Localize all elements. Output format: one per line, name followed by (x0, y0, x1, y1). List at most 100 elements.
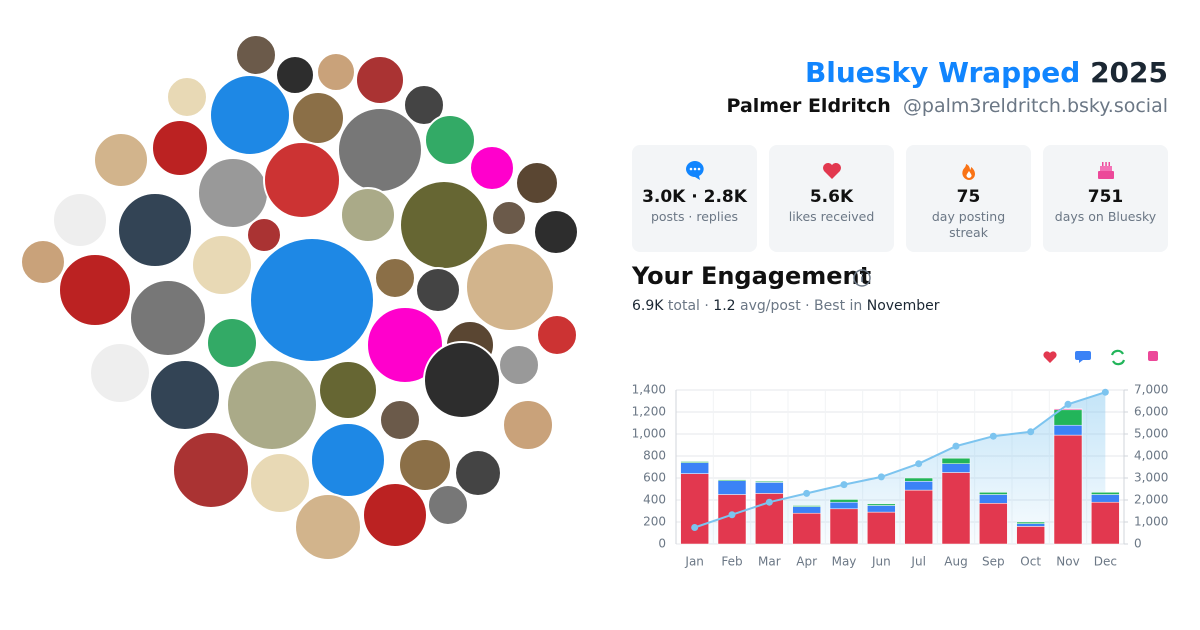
avatar[interactable] (403, 84, 445, 126)
bar-segment (792, 505, 821, 507)
avatar[interactable] (415, 267, 461, 313)
avatar[interactable] (533, 209, 579, 255)
legend-quotes[interactable] (1148, 351, 1158, 361)
y-tick-label: 0 (658, 537, 666, 551)
avatar[interactable] (515, 161, 559, 205)
bar-segment (979, 503, 1008, 545)
avatar[interactable] (93, 132, 149, 188)
avatar[interactable] (498, 344, 540, 386)
y2-tick-label: 3,000 (1134, 471, 1168, 485)
bar-segment (680, 461, 709, 463)
avatar[interactable] (58, 253, 132, 327)
avatar[interactable] (129, 279, 207, 357)
y-tick-label: 800 (643, 449, 666, 463)
bar-segment (717, 494, 747, 545)
avatar[interactable] (249, 237, 375, 363)
avatar[interactable] (20, 239, 66, 285)
legend-replies[interactable] (1075, 351, 1091, 363)
avatar[interactable] (398, 438, 452, 492)
cumulative-point (989, 432, 997, 440)
avatar[interactable] (235, 34, 277, 76)
avatar[interactable] (151, 119, 209, 177)
bar-segment (941, 463, 971, 473)
avatar[interactable] (337, 107, 423, 193)
user: Palmer Eldritch @palm3reldritch.bsky.soc… (727, 95, 1168, 117)
info-icon[interactable] (852, 268, 872, 288)
avatar[interactable] (291, 91, 345, 145)
y2-tick-label: 0 (1134, 537, 1142, 551)
display-name: Palmer Eldritch (726, 95, 891, 117)
avatar[interactable] (149, 359, 221, 431)
handle: @palm3reldritch.bsky.social (902, 95, 1168, 117)
y-tick-label: 400 (643, 493, 666, 507)
cumulative-line (694, 391, 1106, 529)
bar-segment (904, 489, 933, 545)
avatar[interactable] (246, 217, 282, 253)
avatar[interactable] (362, 482, 428, 548)
avatar[interactable] (226, 359, 318, 451)
bar-segment (755, 482, 784, 494)
y-tick-label: 1,000 (632, 427, 666, 441)
avatar[interactable] (89, 342, 151, 404)
avatar-cluster (20, 34, 579, 561)
avatar[interactable] (366, 306, 444, 384)
stat-value: 3.0K · 2.8K (642, 187, 747, 207)
bar-segment (904, 477, 933, 482)
x-tick-label: Mar (758, 555, 781, 569)
avatar[interactable] (318, 360, 378, 420)
summary-avg: 1.2 (713, 298, 736, 314)
avatar[interactable] (275, 55, 315, 95)
bar-segment (867, 511, 896, 545)
avatar[interactable] (310, 422, 386, 498)
cumulative-point (1027, 428, 1035, 436)
section-title: Your Engagement (632, 262, 872, 290)
avatar[interactable] (209, 74, 291, 156)
avatar[interactable] (197, 157, 269, 229)
cumulative-point (765, 498, 773, 506)
bar-segment (1091, 494, 1120, 503)
y-tick-label: 600 (643, 471, 666, 485)
stat-value: 75 (956, 187, 981, 207)
avatar[interactable] (166, 76, 208, 118)
legend-likes[interactable] (1043, 351, 1057, 363)
x-tick-label: Aug (944, 555, 967, 569)
cumulative-point (952, 442, 960, 450)
bar-segment (941, 457, 971, 464)
avatar[interactable] (52, 192, 108, 248)
avatar[interactable] (454, 449, 502, 497)
x-tick-label: Oct (1020, 555, 1041, 569)
avatar[interactable] (355, 55, 405, 105)
avatar[interactable] (491, 200, 527, 236)
bar-segment (680, 462, 709, 474)
avatar[interactable] (249, 452, 311, 514)
bar-segment (717, 480, 747, 495)
avatar[interactable] (340, 187, 396, 243)
avatar[interactable] (316, 52, 356, 92)
stat-label: posts · replies (650, 209, 739, 224)
avatar[interactable] (172, 431, 250, 509)
avatar[interactable] (263, 141, 341, 219)
avatar[interactable] (502, 399, 554, 451)
avatar[interactable] (423, 341, 501, 419)
avatar[interactable] (374, 257, 416, 299)
stat-label: likes received (788, 209, 875, 224)
stat-label: day posting streak (931, 209, 1006, 240)
bar-segment (904, 481, 933, 491)
icon (1098, 162, 1114, 179)
avatar[interactable] (424, 114, 476, 166)
x-tick-label: Dec (1094, 555, 1117, 569)
legend-reposts[interactable] (1110, 349, 1126, 366)
avatar[interactable] (206, 317, 258, 369)
avatar[interactable] (117, 192, 193, 268)
avatar[interactable] (465, 242, 555, 332)
avatar[interactable] (427, 484, 469, 526)
avatar[interactable] (191, 234, 253, 296)
avatar[interactable] (536, 314, 578, 356)
y-tick-label: 200 (643, 515, 666, 529)
avatar[interactable] (294, 493, 362, 561)
avatar[interactable] (379, 399, 421, 441)
bar-segment (1016, 523, 1045, 527)
avatar[interactable] (469, 145, 515, 191)
avatar[interactable] (399, 180, 489, 270)
bar-segment (717, 479, 747, 481)
